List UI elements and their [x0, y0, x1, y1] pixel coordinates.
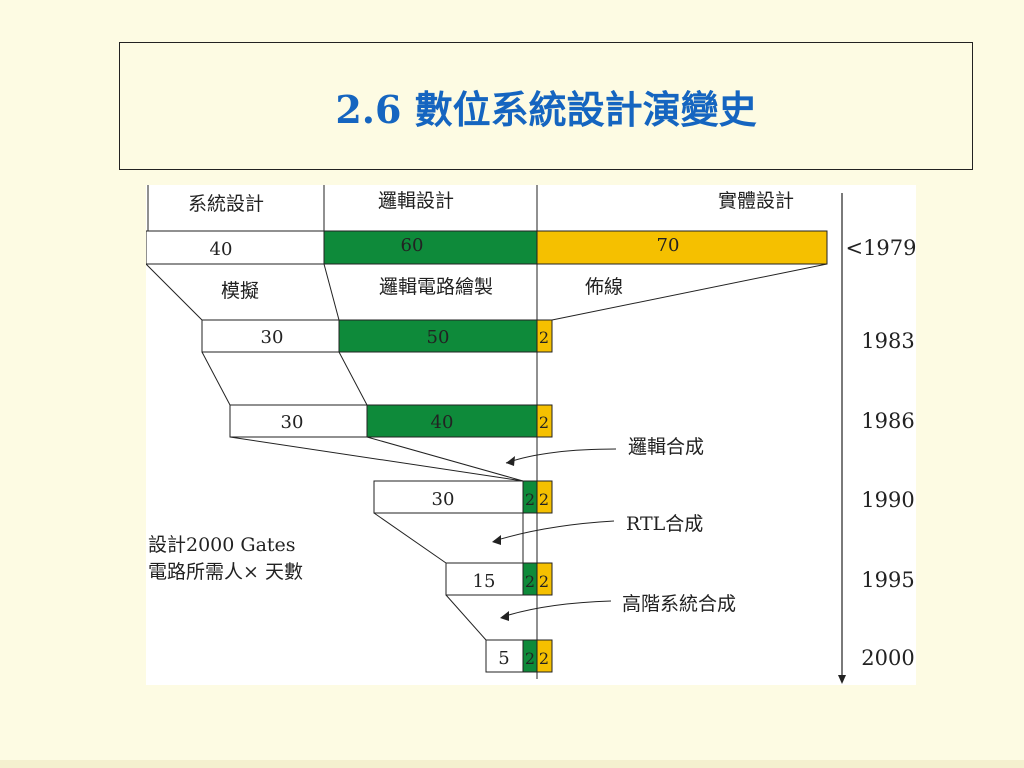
diagram-svg: 系統設計 邏輯設計 實體設計 40 60 70 <1979 模擬 邏輯電路繪製 … [145, 185, 917, 684]
arrowhead-icon [500, 611, 509, 621]
bar-physical-1995 [536, 562, 553, 596]
design-evolution-diagram: 系統設計 邏輯設計 實體設計 40 60 70 <1979 模擬 邏輯電路繪製 … [145, 185, 917, 685]
value-logic-1995: 2 [525, 572, 535, 591]
bar-physical-1986 [536, 404, 553, 438]
funnel-line [201, 351, 231, 406]
row-2000: 5 2 2 2000 [485, 639, 915, 673]
value-system-2000: 5 [498, 648, 509, 669]
value-physical-1990: 2 [539, 490, 549, 509]
value-logic-1986: 40 [431, 412, 454, 433]
year-label-2000: 2000 [861, 646, 914, 670]
funnel-line [229, 436, 524, 482]
value-physical-1979: 70 [657, 235, 680, 256]
bar-logic-1986 [366, 404, 538, 438]
bar-system-1995 [445, 562, 524, 596]
phase-header-system: 系統設計 [188, 193, 264, 215]
arrow-rtl-synthesis [493, 520, 615, 542]
value-physical-1983: 2 [539, 328, 549, 347]
value-logic-2000: 2 [525, 649, 535, 668]
value-system-1995: 15 [473, 571, 496, 592]
row-1990: 30 2 2 1990 [373, 480, 915, 514]
value-logic-1990: 2 [525, 490, 535, 509]
value-system-1983: 30 [261, 327, 284, 348]
annotation-logic-synthesis: 邏輯合成 [628, 436, 704, 458]
funnel-line [551, 263, 828, 321]
funnel-line [338, 351, 368, 406]
annotation-rtl-synthesis: RTL合成 [626, 513, 703, 535]
row-1995: 15 2 2 1995 [445, 562, 915, 596]
bar-system-1979 [145, 230, 325, 265]
title-box: 2.6 數位系統設計演變史 [119, 42, 973, 170]
page-title: 2.6 數位系統設計演變史 [335, 86, 757, 132]
row-1983: 30 50 2 1983 [201, 319, 915, 353]
bar-system-1983 [201, 319, 340, 353]
value-system-1979: 40 [210, 239, 233, 260]
arrow-logic-synthesis [505, 448, 617, 464]
bottom-band [0, 760, 1024, 768]
phase-label-routing: 佈線 [585, 276, 623, 298]
annotation-high-level-synthesis: 高階系統合成 [622, 593, 736, 615]
phase-header-physical: 實體設計 [718, 190, 794, 212]
arrowhead-icon [506, 456, 515, 466]
timeline-arrow-icon [838, 675, 846, 684]
year-label-1990: 1990 [861, 488, 914, 512]
bar-system-1990 [373, 480, 524, 514]
caption-line-2: 電路所需人× 天數 [148, 561, 303, 583]
row-1979: 40 60 70 <1979 [145, 230, 917, 265]
bar-physical-1983 [536, 319, 553, 353]
year-label-1986: 1986 [861, 409, 914, 433]
bar-logic-1983 [338, 319, 538, 353]
bar-physical-2000 [536, 639, 553, 673]
arrowhead-icon [492, 535, 501, 545]
funnel-line [445, 594, 487, 641]
value-system-1990: 30 [432, 489, 455, 510]
value-logic-1983: 50 [427, 327, 450, 348]
bar-system-1986 [229, 404, 368, 438]
value-physical-2000: 2 [539, 649, 549, 668]
funnel-line [373, 512, 447, 564]
phase-header-logic: 邏輯設計 [378, 190, 454, 212]
bar-physical-1990 [536, 480, 553, 514]
phase-label-simulation: 模擬 [221, 280, 259, 302]
year-label-1979: <1979 [845, 236, 916, 260]
value-physical-1995: 2 [539, 572, 549, 591]
bar-logic-1979 [323, 230, 538, 265]
year-label-1995: 1995 [861, 568, 914, 592]
funnel-line [366, 436, 524, 482]
arrow-high-level-synthesis [501, 600, 612, 618]
value-physical-1986: 2 [539, 413, 549, 432]
bar-system-2000 [485, 639, 524, 673]
year-label-1983: 1983 [861, 329, 914, 353]
caption-line-1: 設計2000 Gates [148, 534, 296, 556]
row-1986: 30 40 2 1986 [229, 404, 915, 438]
value-system-1986: 30 [281, 412, 304, 433]
bar-physical-1979 [536, 230, 828, 265]
funnel-line [145, 263, 203, 321]
phase-label-logic-drawing: 邏輯電路繪製 [379, 276, 493, 298]
funnel-line [323, 263, 340, 321]
value-logic-1979: 60 [401, 235, 424, 256]
